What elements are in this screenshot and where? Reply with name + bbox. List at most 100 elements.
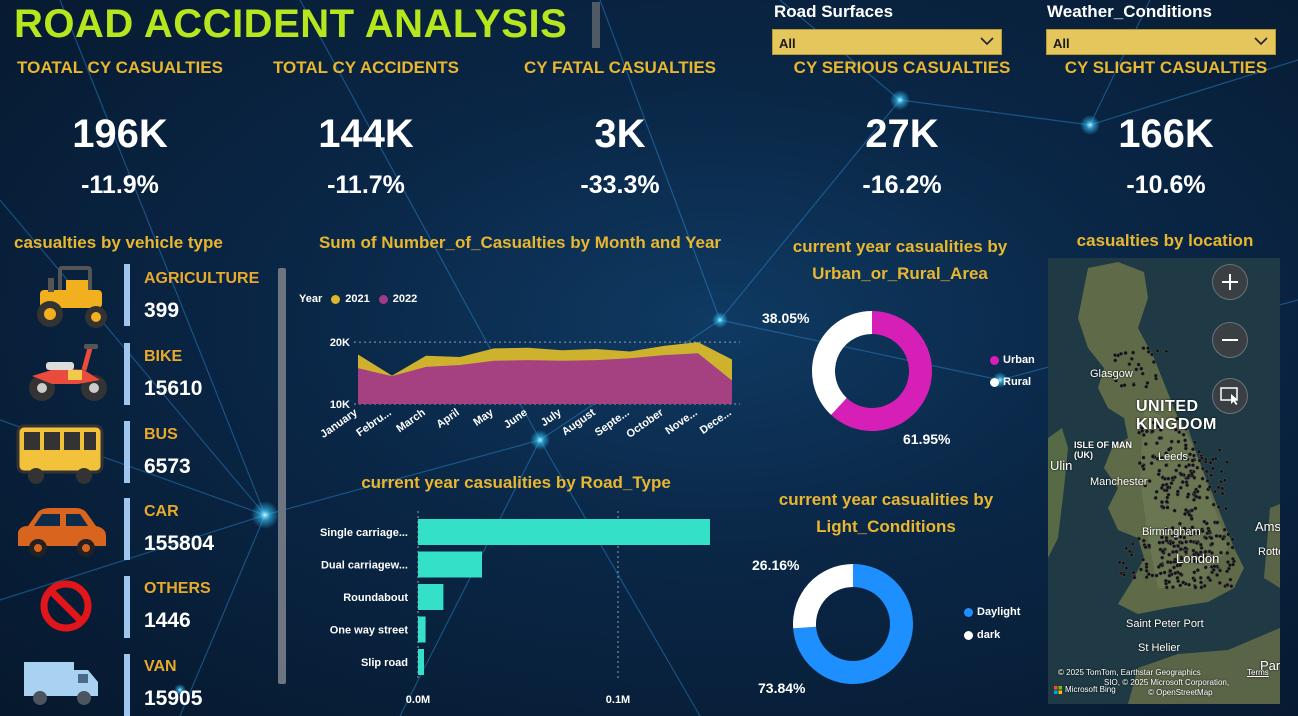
map-point bbox=[1183, 443, 1188, 448]
map-point bbox=[1225, 569, 1230, 574]
minus-icon bbox=[1222, 339, 1238, 341]
vehicle-list-scrollbar[interactable] bbox=[278, 268, 286, 684]
map-point bbox=[1210, 457, 1215, 462]
area-chart-legend: Year 2021 2022 bbox=[299, 293, 417, 305]
map-point bbox=[1188, 539, 1193, 544]
urban-rural-donut[interactable] bbox=[812, 311, 932, 431]
kpi-fatal-casualties-value: 3K bbox=[594, 112, 646, 156]
map-point bbox=[1149, 352, 1155, 357]
kpi-total-casualties-change: -11.9% bbox=[81, 171, 159, 199]
kpi-total-accidents-change: -11.7% bbox=[327, 171, 405, 199]
map-point bbox=[1150, 573, 1155, 578]
map-point bbox=[1139, 425, 1145, 431]
bar[interactable] bbox=[418, 584, 444, 610]
kpi-serious-casualties-value: 27K bbox=[865, 112, 939, 156]
map-point bbox=[1231, 562, 1236, 567]
map-point bbox=[1169, 439, 1174, 444]
road-surfaces-dropdown[interactable]: All bbox=[772, 29, 1002, 55]
map-point bbox=[1170, 540, 1175, 545]
donut-slice[interactable] bbox=[812, 311, 872, 415]
vehicle-section-title: casualties by vehicle type bbox=[14, 233, 223, 252]
van-icon bbox=[24, 662, 98, 705]
map-point bbox=[1166, 447, 1172, 452]
map-label-london: London bbox=[1176, 551, 1220, 566]
map-point bbox=[1144, 384, 1149, 389]
map-point bbox=[1204, 536, 1209, 541]
legend-swatch-dark bbox=[964, 630, 973, 640]
map-point bbox=[1206, 575, 1211, 580]
map-point bbox=[1175, 575, 1180, 580]
vehicle-label-van: VAN bbox=[144, 658, 177, 675]
map-point bbox=[1208, 555, 1213, 560]
map-point bbox=[1199, 556, 1204, 561]
legend-urban: Urban bbox=[990, 354, 1035, 366]
map-point bbox=[1174, 468, 1179, 473]
weather-conditions-dropdown[interactable]: All bbox=[1046, 29, 1276, 55]
map-point bbox=[1225, 582, 1230, 587]
map-point bbox=[1177, 563, 1183, 568]
map-point bbox=[1147, 479, 1152, 484]
map-point bbox=[1136, 362, 1141, 367]
donut-slice[interactable] bbox=[793, 564, 853, 629]
map-title: casualties by location bbox=[1076, 231, 1254, 250]
map-select-button[interactable] bbox=[1212, 378, 1248, 414]
category-label: Roundabout bbox=[343, 592, 408, 604]
map-point bbox=[1195, 425, 1200, 430]
map-point bbox=[1164, 451, 1169, 456]
map-point bbox=[1154, 573, 1159, 578]
map-point bbox=[1169, 481, 1174, 486]
map-point bbox=[1209, 473, 1214, 478]
map-point bbox=[1149, 461, 1154, 466]
map-point bbox=[1156, 424, 1161, 429]
road-type-bar-chart[interactable]: 0.0M 0.1M Single carriage... Dual carriagew… bbox=[300, 505, 730, 712]
map-zoom-in-button[interactable] bbox=[1212, 264, 1248, 300]
map-point bbox=[1157, 435, 1162, 441]
map-point bbox=[1160, 456, 1165, 461]
map-point bbox=[1192, 578, 1197, 583]
legend-rural: Rural bbox=[990, 376, 1031, 388]
area-series-2022[interactable] bbox=[358, 353, 732, 404]
vehicle-bar bbox=[124, 654, 130, 716]
bar[interactable] bbox=[418, 616, 426, 643]
map-point bbox=[1157, 540, 1162, 545]
map-point bbox=[1202, 554, 1207, 559]
map-point bbox=[1187, 527, 1192, 532]
map-point bbox=[1144, 429, 1149, 434]
map-point bbox=[1139, 366, 1144, 371]
vehicle-bar bbox=[124, 421, 130, 483]
map-point bbox=[1166, 476, 1171, 481]
map-point bbox=[1216, 504, 1221, 509]
map-point bbox=[1198, 550, 1203, 555]
donut-slice[interactable] bbox=[793, 564, 913, 684]
map-point bbox=[1158, 427, 1163, 432]
map-point bbox=[1146, 543, 1152, 548]
bar[interactable] bbox=[418, 519, 710, 545]
map-point bbox=[1183, 438, 1188, 443]
donut-slice[interactable] bbox=[831, 311, 932, 431]
bar[interactable] bbox=[418, 551, 482, 578]
vehicle-bar bbox=[124, 498, 130, 560]
map-point bbox=[1171, 565, 1177, 570]
map-terms-link[interactable]: Terms bbox=[1247, 668, 1269, 677]
map-point bbox=[1218, 550, 1224, 555]
casualties-map[interactable]: Glasgow UNITED KINGDOM ISLE OF MAN (UK) … bbox=[1048, 258, 1280, 704]
map-point bbox=[1164, 585, 1169, 590]
legend-daylight: Daylight bbox=[964, 606, 1020, 618]
map-point bbox=[1144, 562, 1149, 567]
y-tick-label: 20K bbox=[330, 337, 350, 349]
urban-chart-title: current year casualities by Urban_or_Rur… bbox=[792, 237, 1008, 283]
map-zoom-out-button[interactable] bbox=[1212, 322, 1248, 358]
light-conditions-donut[interactable] bbox=[793, 564, 913, 684]
map-point bbox=[1224, 460, 1230, 465]
map-point bbox=[1144, 568, 1149, 573]
map-point bbox=[1185, 457, 1190, 462]
legend-swatch-daylight bbox=[964, 607, 973, 617]
map-point bbox=[1220, 486, 1225, 491]
bar[interactable] bbox=[418, 649, 424, 675]
map-point bbox=[1208, 460, 1213, 465]
map-point bbox=[1200, 476, 1205, 481]
map-point bbox=[1203, 565, 1208, 570]
map-point bbox=[1178, 485, 1183, 490]
map-point bbox=[1202, 583, 1207, 588]
